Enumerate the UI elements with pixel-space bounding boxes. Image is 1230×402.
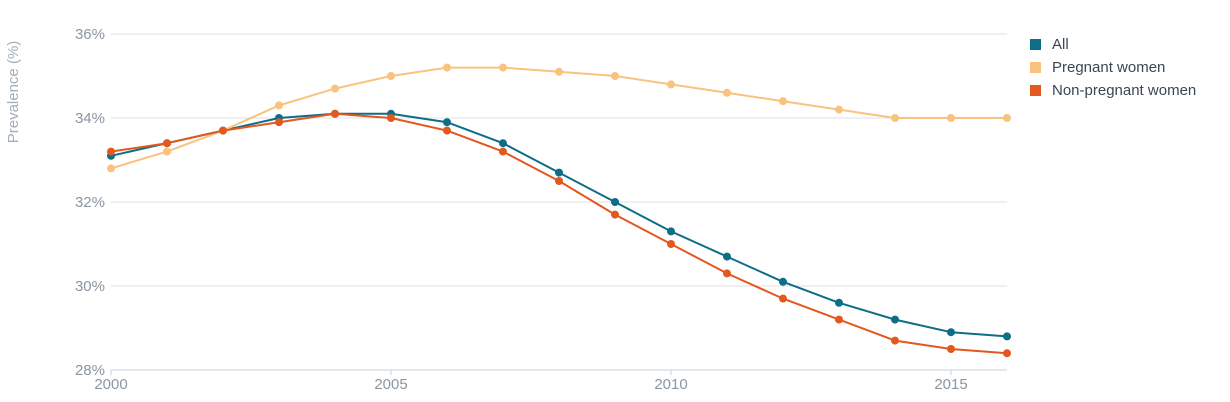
legend-swatch <box>1030 85 1041 96</box>
y-tick-label: 32% <box>75 194 105 211</box>
legend-label: All <box>1052 36 1069 53</box>
x-axis-ticks: 2000 2005 2010 2015 <box>94 370 968 393</box>
data-point-all[interactable] <box>835 298 843 307</box>
data-point-non-pregnant-women[interactable] <box>387 114 395 122</box>
data-point-non-pregnant-women[interactable] <box>611 210 619 219</box>
data-point-non-pregnant-women[interactable] <box>331 109 339 118</box>
series-line-non-pregnant-women <box>110 112 1008 355</box>
data-point-non-pregnant-women[interactable] <box>219 126 227 135</box>
data-point-pregnant-women[interactable] <box>387 72 395 80</box>
series-non-pregnant-women <box>107 109 1011 358</box>
data-point-all[interactable] <box>947 328 955 337</box>
data-point-all[interactable] <box>779 277 787 286</box>
data-point-all[interactable] <box>555 168 563 177</box>
data-point-non-pregnant-women[interactable] <box>163 139 171 148</box>
legend: All Pregnant women Non-pregnant women <box>1030 33 1196 102</box>
x-tick-label: 2005 <box>374 376 407 393</box>
x-tick-label: 2000 <box>94 376 127 393</box>
y-tick-label: 30% <box>75 278 105 295</box>
data-point-pregnant-women[interactable] <box>555 67 563 76</box>
data-point-all[interactable] <box>667 227 675 236</box>
data-point-pregnant-women[interactable] <box>499 63 507 72</box>
legend-swatch <box>1030 39 1041 50</box>
x-tick-label: 2015 <box>934 376 967 393</box>
legend-item-non-pregnant-women[interactable]: Non-pregnant women <box>1030 79 1196 102</box>
legend-swatch <box>1030 62 1041 73</box>
data-point-all[interactable] <box>499 139 507 148</box>
data-point-all[interactable] <box>611 198 619 206</box>
data-point-non-pregnant-women[interactable] <box>891 336 899 345</box>
data-point-all[interactable] <box>723 252 731 261</box>
legend-item-all[interactable]: All <box>1030 33 1196 56</box>
data-point-pregnant-women[interactable] <box>779 97 787 106</box>
data-point-non-pregnant-women[interactable] <box>275 118 283 127</box>
data-point-non-pregnant-women[interactable] <box>443 126 451 135</box>
data-point-non-pregnant-women[interactable] <box>947 345 955 353</box>
y-tick-label: 34% <box>75 110 105 127</box>
series-all <box>107 109 1011 341</box>
data-point-pregnant-women[interactable] <box>163 147 171 156</box>
y-axis-label: Prevalence (%) <box>5 41 22 144</box>
data-point-pregnant-women[interactable] <box>891 114 899 122</box>
legend-label: Non-pregnant women <box>1052 82 1197 99</box>
data-point-non-pregnant-women[interactable] <box>835 315 843 324</box>
data-point-pregnant-women[interactable] <box>723 88 731 97</box>
data-point-pregnant-women[interactable] <box>275 101 283 110</box>
data-point-non-pregnant-women[interactable] <box>107 147 115 156</box>
data-point-all[interactable] <box>443 118 451 127</box>
data-point-pregnant-women[interactable] <box>667 80 675 89</box>
data-point-pregnant-women[interactable] <box>1003 114 1011 122</box>
data-point-pregnant-women[interactable] <box>947 114 955 122</box>
data-point-all[interactable] <box>1003 332 1011 341</box>
y-axis-ticks: 28% 30% 32% 34% 36% <box>75 26 105 379</box>
data-point-pregnant-women[interactable] <box>611 72 619 80</box>
data-point-all[interactable] <box>891 315 899 324</box>
series-lines <box>107 63 1011 358</box>
y-tick-label: 36% <box>75 26 105 43</box>
x-tick-label: 2010 <box>654 376 687 393</box>
data-point-pregnant-women[interactable] <box>443 63 451 72</box>
grid-lines <box>111 33 1007 371</box>
legend-item-pregnant-women[interactable]: Pregnant women <box>1030 56 1196 79</box>
y-tick-label: 28% <box>75 362 105 379</box>
data-point-non-pregnant-women[interactable] <box>723 269 731 278</box>
legend-label: Pregnant women <box>1052 59 1166 76</box>
data-point-non-pregnant-women[interactable] <box>779 294 787 303</box>
data-point-pregnant-women[interactable] <box>835 105 843 114</box>
data-point-pregnant-women[interactable] <box>331 84 339 93</box>
data-point-non-pregnant-women[interactable] <box>1003 349 1011 358</box>
data-point-non-pregnant-women[interactable] <box>555 177 563 185</box>
series-line-all <box>110 112 1008 338</box>
data-point-non-pregnant-women[interactable] <box>667 240 675 248</box>
data-point-pregnant-women[interactable] <box>107 164 115 173</box>
data-point-non-pregnant-women[interactable] <box>499 147 507 156</box>
